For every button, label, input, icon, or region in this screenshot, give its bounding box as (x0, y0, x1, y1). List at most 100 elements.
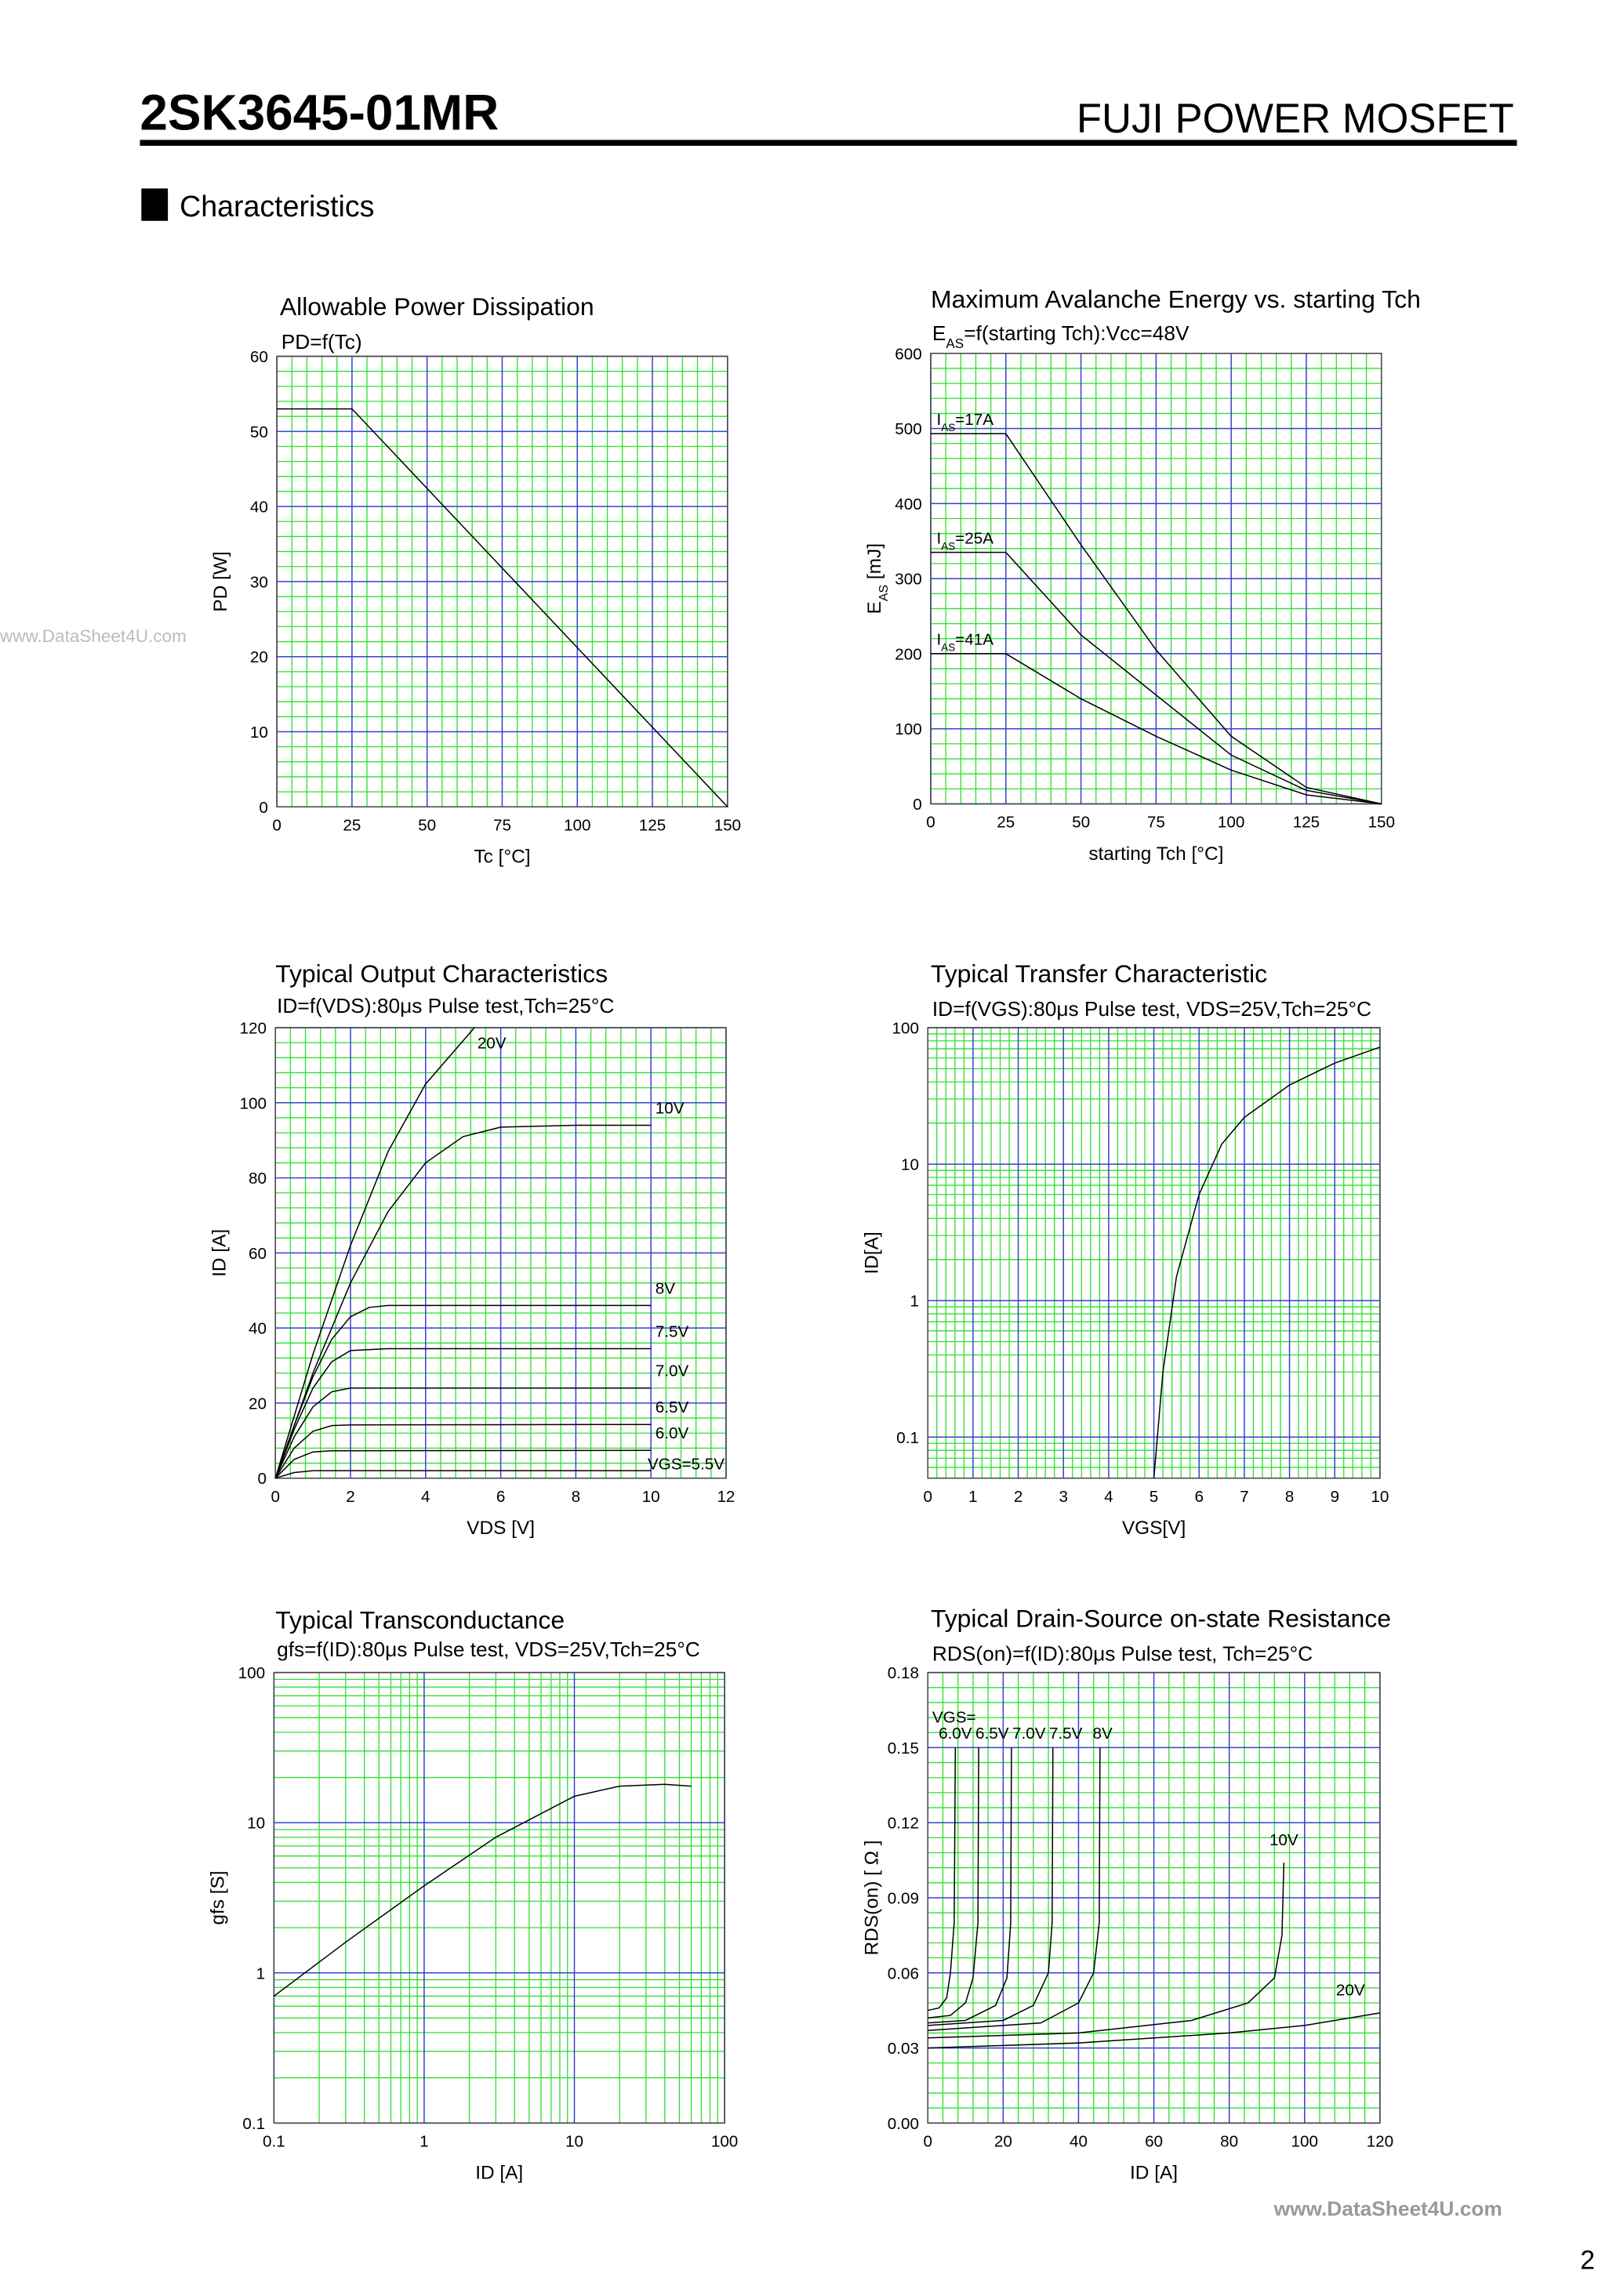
x-tick-label: 125 (639, 816, 666, 834)
series-label: 6.0V (939, 1725, 972, 1743)
x-tick-label: 3 (1059, 1488, 1067, 1506)
series-label: IAS=25A (937, 529, 994, 552)
y-tick-label: 1 (910, 1293, 919, 1311)
curve (274, 1304, 652, 1478)
y-tick-label: 0.15 (888, 1739, 919, 1757)
chart-subtitle: ID=f(VGS):80μs Pulse test, VDS=25V,Tch=2… (932, 997, 1371, 1021)
y-tick-label: 40 (249, 1320, 267, 1338)
y-tick-label: 100 (895, 720, 921, 738)
y-tick-label: 120 (239, 1020, 266, 1038)
brand: FUJI POWER MOSFET (1077, 96, 1514, 142)
chart-title: Allowable Power Dissipation (280, 292, 594, 321)
curve (274, 1027, 475, 1478)
series-label-part: AS (941, 422, 955, 433)
x-tick-label: 20 (994, 2132, 1012, 2150)
page-number: 2 (1580, 2245, 1595, 2275)
y-tick-label: 100 (892, 1020, 919, 1038)
y-tick-label: 0.06 (888, 1964, 919, 1982)
x-tick-label: 5 (1150, 1488, 1159, 1506)
series-label: 7.0V (1012, 1725, 1046, 1743)
x-tick-label: 100 (564, 816, 590, 834)
x-tick-label: 10 (565, 2132, 583, 2150)
y-tick-label: 0.18 (888, 1664, 919, 1682)
x-tick-label: 6 (1194, 1488, 1204, 1506)
x-axis-label: VGS[V] (1122, 1518, 1186, 1539)
y-tick-label: 400 (895, 495, 921, 513)
part-number: 2SK3645-01MR (140, 84, 499, 140)
x-tick-label: 2 (1014, 1488, 1023, 1506)
curve (274, 1424, 652, 1479)
y-tick-label: 20 (249, 1395, 267, 1413)
x-tick-label: 100 (711, 2132, 738, 2150)
series-label-part: =17A (955, 411, 993, 429)
y-tick-label: 0.03 (888, 2040, 919, 2058)
x-tick-label: 4 (421, 1488, 430, 1506)
plot-frame (276, 355, 728, 808)
x-tick-label: 75 (1147, 814, 1165, 832)
y-tick-label: 600 (895, 345, 921, 363)
annotation: VGS= (932, 1708, 976, 1726)
series-label: 6.0V (656, 1424, 689, 1442)
x-axis-label: ID [A] (1130, 2163, 1178, 2184)
watermark: www.DataSheet4U.com (1273, 2197, 1502, 2221)
curve (928, 1747, 979, 2019)
header-rule (140, 140, 1517, 146)
curve (928, 2012, 1380, 2049)
y-axis-label: ID [A] (209, 1229, 230, 1277)
curve (931, 551, 1382, 805)
x-tick-label: 9 (1330, 1488, 1339, 1506)
x-tick-label: 8 (572, 1488, 581, 1506)
curve (928, 1747, 957, 2011)
curve (274, 1449, 652, 1479)
x-tick-label: 0 (924, 2132, 933, 2150)
y-tick-label: 0.1 (242, 2115, 265, 2133)
y-axis-label-part: E (864, 601, 885, 614)
y-axis-label: gfs [S] (207, 1870, 228, 1924)
curve (275, 1470, 652, 1479)
x-axis-label: VDS [V] (467, 1518, 535, 1539)
y-tick-label: 200 (895, 645, 921, 663)
x-tick-label: 0 (271, 1488, 279, 1506)
y-tick-label: 0 (913, 796, 922, 814)
chart-subtitle: EAS=f(starting Tch):Vcc=48V (932, 321, 1190, 351)
x-tick-label: 0 (924, 1488, 933, 1506)
section-title: Characteristics (180, 190, 374, 223)
chart-subtitle-part: =f(starting Tch):Vcc=48V (964, 321, 1190, 345)
y-tick-label: 500 (895, 420, 921, 438)
y-tick-label: 0.09 (888, 1890, 919, 1908)
series-label: IAS=17A (937, 411, 994, 433)
curve (928, 1747, 1054, 2026)
plot-frame (927, 1671, 1381, 2124)
y-axis-label: ID[A] (861, 1231, 882, 1274)
x-tick-label: 150 (714, 816, 741, 834)
x-tick-label: 50 (1072, 814, 1090, 832)
y-axis-label: PD [W] (210, 551, 231, 611)
series-label-part: I (937, 631, 942, 649)
x-axis-label: Tc [°C] (474, 847, 530, 868)
series-label: 7.5V (656, 1322, 689, 1340)
y-tick-label: 10 (247, 1815, 265, 1833)
series-label: 20V (478, 1034, 507, 1052)
curve (928, 1747, 1101, 2031)
series-label: 6.5V (975, 1725, 1009, 1743)
x-tick-label: 60 (1145, 2132, 1163, 2150)
y-tick-label: 60 (250, 348, 268, 366)
curve (274, 1347, 652, 1478)
y-tick-label: 10 (901, 1156, 919, 1174)
chart-title: Typical Transconductance (275, 1605, 565, 1634)
x-tick-label: 75 (493, 816, 511, 834)
chart-title: Maximum Avalanche Energy vs. starting Tc… (931, 285, 1421, 314)
curve (274, 1124, 652, 1478)
y-tick-label: 20 (250, 648, 268, 666)
y-axis-label-part: AS (877, 585, 891, 601)
series-label: 7.0V (656, 1362, 689, 1380)
x-tick-label: 125 (1293, 814, 1320, 832)
y-tick-label: 50 (250, 423, 268, 441)
plot-frame (274, 1027, 727, 1479)
x-tick-label: 10 (642, 1488, 660, 1506)
x-tick-label: 6 (496, 1488, 506, 1506)
x-axis-label: ID [A] (475, 2163, 523, 2184)
x-tick-label: 0 (272, 816, 282, 834)
series-label-part: I (937, 411, 942, 429)
series-label-part: =41A (955, 631, 993, 649)
